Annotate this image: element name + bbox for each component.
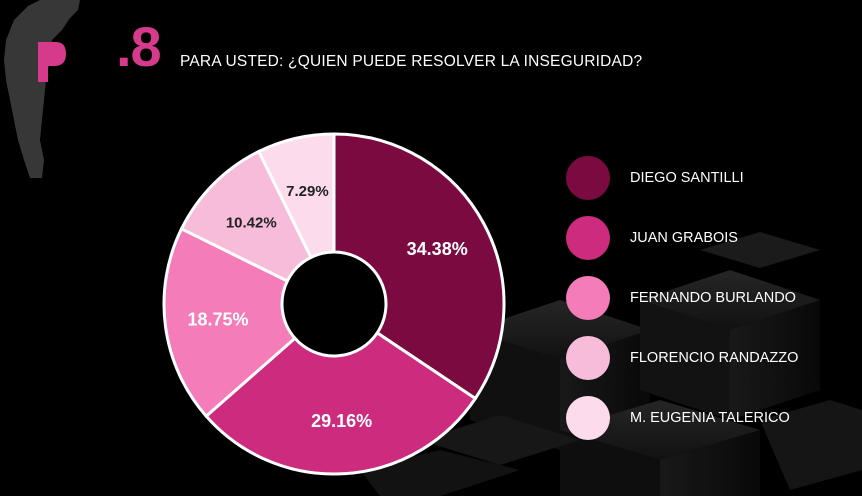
question-text: PARA USTED: ¿QUIEN PUEDE RESOLVER LA INS… xyxy=(180,53,643,70)
legend-item-grabois: JUAN GRABOIS xyxy=(566,216,846,260)
legend-label: FLORENCIO RANDAZZO xyxy=(630,350,799,366)
legend-swatch xyxy=(566,336,610,380)
slice-label-santilli: 34.38% xyxy=(407,239,468,259)
slice-talerico xyxy=(256,132,336,260)
slice-santilli xyxy=(332,132,506,401)
brand-logo xyxy=(38,42,66,82)
legend-swatch xyxy=(566,156,610,200)
question-number: .8 xyxy=(116,15,162,78)
slice-label-randazzo: 10.42% xyxy=(226,214,277,231)
slice-label-talerico: 7.29% xyxy=(286,183,329,200)
legend-item-randazzo: FLORENCIO RANDAZZO xyxy=(566,336,846,380)
legend-item-burlando: FERNANDO BURLANDO xyxy=(566,276,846,320)
legend-label: M. EUGENIA TALERICO xyxy=(630,410,790,426)
legend-item-talerico: M. EUGENIA TALERICO xyxy=(566,396,846,440)
legend-label: DIEGO SANTILLI xyxy=(630,170,744,186)
argentina-map-silhouette xyxy=(4,0,80,178)
legend-label: FERNANDO BURLANDO xyxy=(630,290,796,306)
slice-randazzo xyxy=(179,149,314,284)
legend-swatch xyxy=(566,276,610,320)
slice-burlando xyxy=(162,226,298,419)
legend-swatch xyxy=(566,396,610,440)
slice-label-grabois: 29.16% xyxy=(311,411,372,431)
legend-label: JUAN GRABOIS xyxy=(630,230,738,246)
slice-grabois xyxy=(204,330,478,476)
legend-swatch xyxy=(566,216,610,260)
slice-label-burlando: 18.75% xyxy=(187,309,248,329)
legend-item-santilli: DIEGO SANTILLI xyxy=(566,156,846,200)
